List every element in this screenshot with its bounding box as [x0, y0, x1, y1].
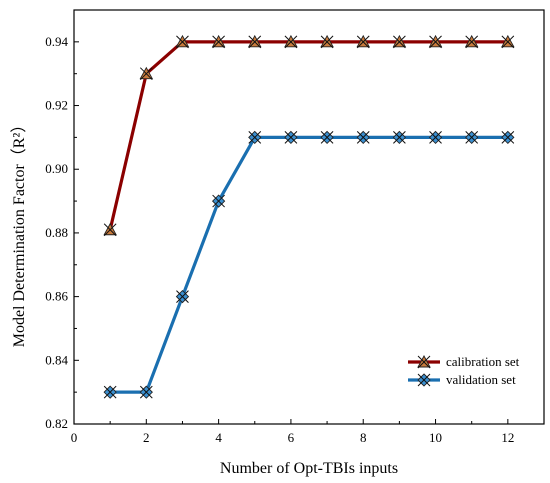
data-point — [501, 34, 515, 49]
data-point — [356, 130, 370, 145]
data-point — [284, 130, 298, 145]
data-point — [320, 130, 334, 145]
cross-marker-stroke — [248, 35, 262, 49]
y-tick-label: 0.92 — [45, 98, 68, 113]
data-point — [465, 130, 479, 145]
y-tick-label: 0.86 — [45, 289, 68, 304]
y-axis-title: Model Determination Factor（R²） — [10, 117, 28, 348]
cross-marker-stroke — [501, 35, 515, 49]
data-point — [392, 130, 407, 145]
legend-item: validation set — [408, 372, 516, 387]
cross-marker-stroke — [417, 355, 431, 369]
cross-marker-stroke — [212, 35, 225, 49]
cross-marker-stroke — [212, 194, 225, 208]
cross-marker-stroke — [284, 131, 298, 144]
cross-marker-stroke — [320, 131, 334, 144]
data-point — [464, 34, 479, 49]
cross-marker-stroke — [356, 35, 370, 49]
cross-marker-stroke — [429, 131, 442, 144]
data-point — [211, 194, 226, 208]
legend-marker — [417, 373, 431, 387]
cross-marker-stroke — [284, 35, 298, 49]
data-point — [139, 385, 153, 399]
cross-marker-stroke — [393, 131, 406, 144]
data-point — [248, 130, 262, 145]
x-tick-label: 0 — [71, 430, 78, 445]
cross-marker-stroke — [176, 290, 189, 303]
data-point — [175, 34, 190, 49]
data-point — [428, 34, 443, 49]
data-point — [320, 34, 334, 49]
data-point — [103, 222, 117, 237]
data-point — [284, 34, 298, 49]
x-tick-label: 8 — [360, 430, 367, 445]
cross-marker-stroke — [501, 131, 515, 144]
cross-marker-stroke — [320, 35, 334, 49]
cross-marker-stroke — [393, 35, 406, 49]
cross-marker-stroke — [465, 131, 479, 144]
data-point — [103, 385, 117, 399]
y-tick-label: 0.82 — [45, 416, 68, 431]
x-tick-label: 10 — [429, 430, 442, 445]
y-tick-label: 0.94 — [45, 34, 68, 49]
legend-item: calibration set — [408, 354, 520, 369]
x-tick-label: 2 — [143, 430, 150, 445]
cross-marker-stroke — [139, 385, 153, 399]
y-tick-label: 0.88 — [45, 225, 68, 240]
x-tick-label: 6 — [288, 430, 295, 445]
data-point — [211, 34, 226, 49]
legend-label: validation set — [446, 372, 516, 387]
cross-marker-stroke — [429, 35, 442, 49]
data-point — [356, 34, 370, 49]
data-point — [175, 289, 190, 304]
legend-marker — [417, 355, 431, 369]
y-tick-label: 0.90 — [45, 161, 68, 176]
cross-marker-stroke — [103, 385, 117, 399]
cross-marker-stroke — [465, 35, 479, 49]
cross-marker-stroke — [176, 35, 189, 49]
x-tick-label: 12 — [501, 430, 514, 445]
cross-marker-stroke — [417, 373, 431, 387]
y-tick-label: 0.84 — [45, 352, 68, 367]
data-point — [392, 34, 407, 49]
x-axis-title: Number of Opt-TBIs inputs — [220, 460, 398, 477]
cross-marker-stroke — [248, 131, 262, 144]
x-tick-label: 4 — [215, 430, 222, 445]
data-point — [428, 130, 443, 145]
data-point — [139, 66, 154, 81]
data-point — [501, 130, 515, 145]
plot-frame — [73, 9, 545, 425]
legend-label: calibration set — [446, 354, 520, 369]
cross-marker-stroke — [139, 67, 153, 81]
cross-marker-stroke — [103, 223, 117, 237]
cross-marker-stroke — [356, 131, 370, 144]
data-point — [248, 34, 262, 49]
